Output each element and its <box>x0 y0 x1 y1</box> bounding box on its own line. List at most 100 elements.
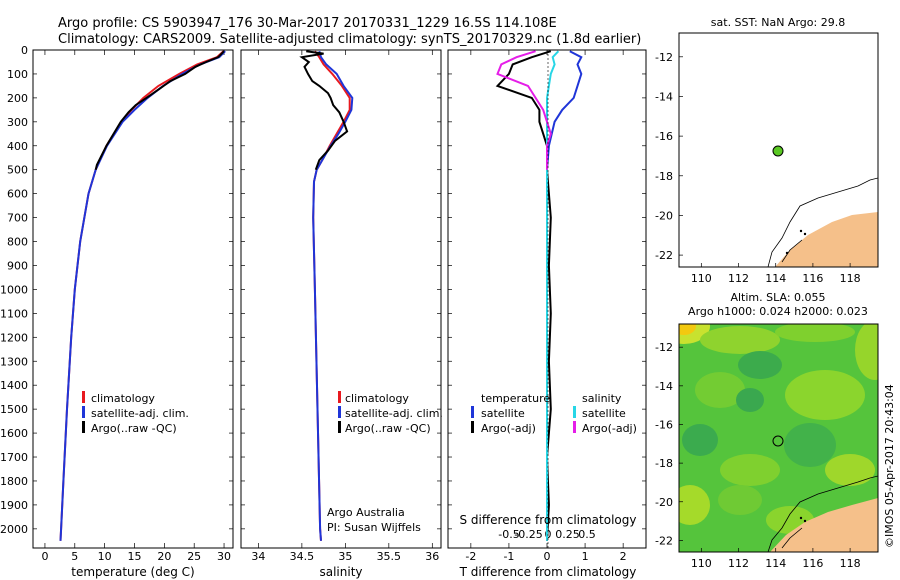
difference-series <box>495 50 583 541</box>
legend-targo: Argo(-adj) <box>481 422 536 435</box>
x-tick-label: 35 <box>338 550 352 563</box>
map-x-tick-label: 116 <box>802 272 823 285</box>
x-tick-label: 34.5 <box>290 550 315 563</box>
sla-map-title2: Argo h1000: 0.024 h2000: 0.023 <box>688 305 868 318</box>
sst-map-frame <box>678 32 879 268</box>
temperature-x-axis: 0 5 10 15 20 25 30 <box>41 50 231 563</box>
copyright-label: ©IMOS 05-Apr-2017 20:43:04 <box>883 384 896 548</box>
note-argo-australia: Argo Australia <box>327 506 405 519</box>
x-tick-label: 30 <box>217 550 231 563</box>
depth-tick-label: 1900 <box>0 499 28 512</box>
depth-tick-label: 1500 <box>0 403 28 416</box>
temperature-xlabel: temperature (deg C) <box>71 565 194 579</box>
depth-tick-label: 1000 <box>0 283 28 296</box>
x-tick-label: 2 <box>620 550 627 563</box>
salinity-legend: climatology satellite-adj. clim. Argo(..… <box>338 391 443 435</box>
depth-tick-label: 1200 <box>0 331 28 344</box>
depth-tick-label: 700 <box>7 212 28 225</box>
legend-argo: Argo(..raw -QC) <box>345 422 431 435</box>
depth-tick-label: 1600 <box>0 427 28 440</box>
map-y-tick-label: -20 <box>655 496 673 509</box>
map-y-tick-label: -22 <box>655 249 673 262</box>
salinity-series <box>299 50 354 541</box>
series-t-argo-adj- <box>495 50 552 541</box>
sla-map-title1: Altim. SLA: 0.055 <box>730 291 825 304</box>
legend-swatch-clim <box>338 391 341 403</box>
temperature-legend: climatology satellite-adj. clim. Argo(..… <box>82 391 189 435</box>
x-tick-label: 15 <box>127 550 141 563</box>
legend-argo: Argo(..raw -QC) <box>91 422 177 435</box>
sst-map-axes: 110 112 114 116 118 -12 -14 -16 -18 -20 -22 <box>655 51 861 285</box>
legend-sat: satellite-adj. clim. <box>345 407 443 420</box>
legend-swatch-ssat <box>573 406 576 418</box>
series-argo-raw-qc- <box>94 50 225 170</box>
x-tick-label: -1 <box>503 550 514 563</box>
x-tick-label: 1 <box>582 550 589 563</box>
map-x-tick-label: 114 <box>765 557 786 570</box>
depth-tick-label: 1800 <box>0 475 28 488</box>
depth-tick-label: 800 <box>7 236 28 249</box>
legend-swatch-sargo <box>573 421 576 433</box>
map-x-tick-label: 110 <box>691 557 712 570</box>
depth-tick-label: 1700 <box>0 451 28 464</box>
map-y-tick-label: -14 <box>655 90 673 103</box>
temperature-panel <box>32 49 234 549</box>
x-tick-label-top: 0.5 <box>578 528 596 541</box>
legend-swatch-argo <box>338 421 341 433</box>
map-y-tick-label: -18 <box>655 457 673 470</box>
x-tick-label: 25 <box>187 550 201 563</box>
map-y-tick-label: -12 <box>655 341 673 354</box>
series-s-argo-adj- <box>496 50 552 170</box>
legend-clim: climatology <box>91 392 155 405</box>
temperature-series <box>59 50 226 541</box>
map-y-tick-label: -16 <box>655 130 673 143</box>
map-x-tick-label: 114 <box>765 272 786 285</box>
sla-map-frame <box>678 323 879 553</box>
difference-legend: temperature satellite Argo(-adj) salinit… <box>471 392 637 435</box>
header-line1: Argo profile: CS 5903947_176 30-Mar-2017… <box>58 16 557 31</box>
depth-tick-label: 500 <box>7 164 28 177</box>
x-tick-label-top: -0.25 <box>514 528 542 541</box>
depth-tick-label: 200 <box>7 92 28 105</box>
legend-swatch-sat <box>338 406 341 418</box>
depth-tick-label: 600 <box>7 188 28 201</box>
x-tick-label: 10 <box>98 550 112 563</box>
note-pi: PI: Susan Wijffels <box>327 521 421 534</box>
map-x-tick-label: 110 <box>691 272 712 285</box>
depth-tick-label: 1100 <box>0 307 28 320</box>
series-satellite-adj-clim- <box>312 50 354 541</box>
legend-swatch-targo <box>471 421 474 433</box>
map-y-tick-label: -18 <box>655 170 673 183</box>
depth-tick-label: 1400 <box>0 379 28 392</box>
x-tick-label: 0 <box>544 550 551 563</box>
x-tick-label: 5 <box>71 550 78 563</box>
x-tick-label-top: 0.25 <box>555 528 580 541</box>
depth-axis: 0 100 200 300 400 500 600 700 800 900 1000 1100 1200… <box>0 44 646 536</box>
depth-tick-label: 100 <box>7 68 28 81</box>
map-y-tick-label: -16 <box>655 418 673 431</box>
salinity-panel <box>240 49 442 549</box>
x-tick-label: 34 <box>251 550 265 563</box>
salinity-xlabel: salinity <box>319 565 362 579</box>
x-tick-label: 35.5 <box>377 550 402 563</box>
argo-float-marker <box>772 435 784 447</box>
legend-temperature-title: temperature <box>481 392 550 405</box>
salinity-x-axis: 34 34.5 35 35.5 36 <box>251 50 439 563</box>
map-x-tick-label: 112 <box>728 272 749 285</box>
legend-salinity-title: salinity <box>582 392 622 405</box>
map-y-tick-label: -14 <box>655 380 673 393</box>
map-x-tick-label: 118 <box>840 557 861 570</box>
depth-tick-label: 300 <box>7 116 28 129</box>
map-y-tick-label: -20 <box>655 209 673 222</box>
depth-tick-label: 1300 <box>0 355 28 368</box>
map-y-tick-label: -22 <box>655 534 673 547</box>
depth-tick-label: 2000 <box>0 523 28 536</box>
legend-swatch-sat <box>82 406 85 418</box>
x-tick-label-top: -0.5 <box>498 528 519 541</box>
depth-tick-label: 0 <box>21 44 28 57</box>
map-x-tick-label: 118 <box>840 272 861 285</box>
depth-tick-label: 900 <box>7 259 28 272</box>
legend-swatch-tsat <box>471 406 474 418</box>
x-tick-label: 36 <box>425 550 439 563</box>
series-satellite-adj-clim- <box>59 50 226 541</box>
